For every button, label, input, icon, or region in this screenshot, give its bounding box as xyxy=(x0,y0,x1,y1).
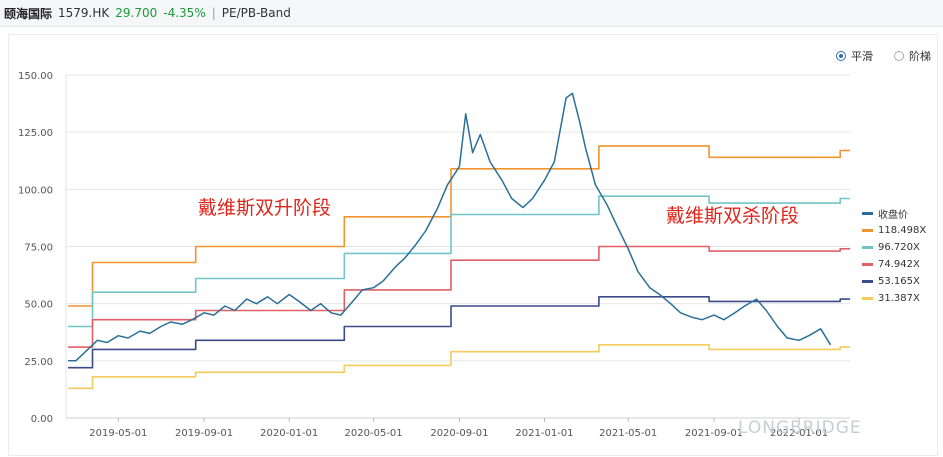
y-axis-ticks: 150.00 125.00 100.00 75.00 50.00 25.00 0.00 xyxy=(18,71,53,425)
series-line-band74 xyxy=(68,245,850,348)
legend-label: 53.165X xyxy=(878,276,920,287)
legend-label: 118.498X xyxy=(878,225,927,236)
y-tick-label: 125.00 xyxy=(18,128,53,139)
stock-price: 29.700 xyxy=(115,6,158,20)
legend-swatch xyxy=(862,246,873,249)
stock-change: -4.35% xyxy=(163,6,206,20)
legend-swatch xyxy=(862,229,873,232)
x-tick-label: 2020-09-01 xyxy=(430,428,488,439)
legend-item[interactable]: 收盘价 xyxy=(862,205,926,222)
legend-label: 收盘价 xyxy=(878,210,908,221)
x-tick-label: 2020-05-01 xyxy=(345,428,403,439)
y-tick-label: 150.00 xyxy=(18,71,53,82)
annotation-double-rise: 戴维斯双升阶段 xyxy=(198,197,332,219)
tab-pe-pb-band[interactable]: PE/PB-Band xyxy=(221,6,291,20)
stock-name: 颐海国际 xyxy=(4,6,53,21)
header-separator: | xyxy=(211,6,216,20)
legend-item[interactable]: 118.498X xyxy=(862,222,926,239)
x-tick-label: 2019-09-01 xyxy=(175,428,233,439)
radio-selected-icon[interactable] xyxy=(836,51,846,61)
legend-item[interactable]: 96.720X xyxy=(862,239,926,256)
legend-item[interactable]: 74.942X xyxy=(862,256,926,273)
y-tick-label: 50.00 xyxy=(24,300,53,311)
legend-swatch xyxy=(862,263,873,266)
series-lines xyxy=(68,92,850,390)
y-tick-label: 100.00 xyxy=(18,185,53,196)
chart-legend: 收盘价 118.498X 96.720X 74.942X 53.165X 31.387X xyxy=(862,205,926,307)
mode-step-label: 阶梯 xyxy=(909,50,931,63)
x-tick-label: 2020-01-01 xyxy=(260,428,318,439)
y-tick-label: 0.00 xyxy=(31,414,53,425)
legend-item[interactable]: 53.165X xyxy=(862,273,926,290)
legend-swatch xyxy=(862,212,873,215)
series-line-band31 xyxy=(68,344,850,390)
stock-header: 颐海国际 1579.HK 29.700 -4.35% | PE/PB-Band xyxy=(0,0,943,27)
legend-label: 96.720X xyxy=(878,242,920,253)
x-tick-label: 2022-01-01 xyxy=(770,428,828,439)
x-tick-label: 2021-09-01 xyxy=(685,428,743,439)
x-tick-label: 2019-05-01 xyxy=(89,428,147,439)
chart-panel xyxy=(8,34,938,456)
legend-swatch xyxy=(862,280,873,283)
series-line-band118 xyxy=(68,145,850,307)
series-line-close xyxy=(68,92,832,362)
chart-grid xyxy=(65,74,850,419)
annotation-double-kill: 戴维斯双杀阶段 xyxy=(666,205,800,227)
legend-item[interactable]: 31.387X xyxy=(862,290,926,307)
y-tick-label: 75.00 xyxy=(24,243,53,254)
longbridge-watermark: LONGBRIDGE xyxy=(738,418,862,438)
x-axis-ticks: 2019-05-01 2019-09-01 2020-01-01 2020-05-01… xyxy=(89,418,828,439)
series-line-band96 xyxy=(68,195,850,328)
legend-label: 31.387X xyxy=(878,293,920,304)
y-tick-label: 25.00 xyxy=(24,357,53,368)
x-tick-label: 2021-01-01 xyxy=(515,428,573,439)
series-line-band53 xyxy=(68,296,850,369)
mode-smooth-option[interactable]: 平滑 xyxy=(836,48,873,64)
radio-unselected-icon[interactable] xyxy=(894,51,904,61)
x-tick-label: 2021-05-01 xyxy=(599,428,657,439)
legend-label: 74.942X xyxy=(878,259,920,270)
mode-smooth-label: 平滑 xyxy=(851,50,873,63)
legend-swatch xyxy=(862,297,873,300)
mode-step-option[interactable]: 阶梯 xyxy=(894,48,931,64)
stock-code: 1579.HK xyxy=(58,6,110,20)
